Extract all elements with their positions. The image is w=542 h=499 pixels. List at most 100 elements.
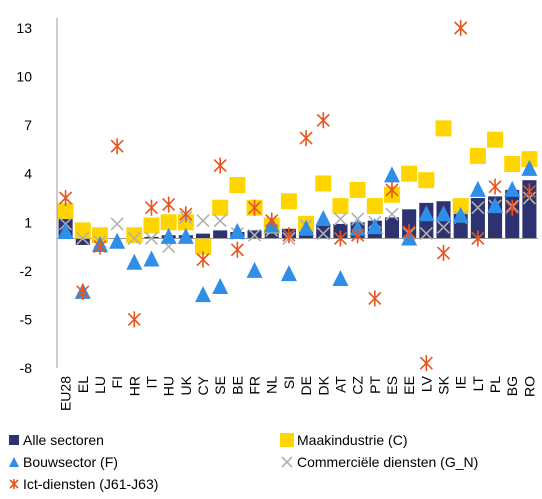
legend-label: Alle sectoren [23, 432, 104, 448]
x-tick-label: LT [470, 376, 486, 392]
marker-bouwsector [452, 206, 469, 223]
marker-bouwsector [418, 205, 435, 222]
x-tick-label: DE [298, 376, 314, 395]
y-axis: -8 -5 -2 1 4 7 10 13 [16, 18, 58, 376]
y-tick-label: -8 [20, 360, 33, 376]
x-tick-label: AT [332, 376, 348, 393]
marker-ict-diensten [230, 241, 244, 258]
marker-maakindustrie [366, 198, 383, 215]
marker-ict-diensten [419, 355, 433, 372]
legend-item-maakindustrie: Maakindustrie (C) [280, 432, 407, 448]
marker-ict-diensten [196, 251, 210, 268]
marker-maakindustrie [315, 175, 332, 192]
marker-maakindustrie [349, 181, 366, 198]
chart: -8 -5 -2 1 4 7 10 13 EU28 EL LU FI HR IT HU UK CY SE BE FR… [16, 18, 538, 411]
asterisk-icon [9, 479, 19, 489]
marker-maakindustrie [143, 217, 160, 234]
marker-bouwsector [57, 223, 74, 239]
x-tick-label: NL [264, 376, 280, 394]
marker-ict-diensten [282, 227, 296, 244]
marker-bouwsector [521, 159, 538, 176]
marker-ict-diensten [127, 311, 141, 328]
marker-maakindustrie [435, 120, 452, 137]
legend-item-bouwsector: Bouwsector (F) [8, 454, 118, 470]
marker-bouwsector [332, 269, 349, 286]
marker-bouwsector [435, 205, 452, 222]
marker-bouwsector [469, 180, 486, 197]
x-tick-label: PL [487, 376, 503, 393]
x-tick-label: SK [436, 375, 452, 394]
marker-maakindustrie [418, 172, 435, 189]
marker-ict-diensten [265, 212, 279, 229]
x-tick-label: LU [92, 376, 108, 394]
marker-commerciele-diensten [213, 214, 227, 228]
marker-ict-diensten [316, 112, 330, 129]
marker-bouwsector [504, 180, 521, 197]
marker-maakindustrie [401, 165, 418, 182]
marker-maakindustrie [332, 198, 349, 215]
marker-maakindustrie [280, 193, 297, 210]
marker-bouwsector [487, 197, 504, 214]
marker-ict-diensten [144, 199, 159, 216]
marker-commerciele-diensten [196, 214, 210, 228]
marker-ict-diensten [76, 283, 90, 300]
marker-bouwsector [177, 227, 194, 244]
legend-label: Bouwsector (F) [23, 454, 118, 470]
marker-ict-diensten [110, 138, 124, 155]
legend-item-ict-diensten: Ict-diensten (J61-J63) [8, 476, 158, 492]
marker-maakindustrie [212, 199, 229, 216]
x-tick-label: CY [195, 375, 211, 395]
marker-maakindustrie [504, 156, 521, 172]
marker-ict-diensten [522, 183, 536, 200]
marker-bouwsector [280, 265, 297, 282]
y-tick-label: 4 [24, 166, 32, 182]
marker-ict-diensten [436, 245, 451, 262]
x-tick-label: DK [315, 375, 331, 395]
x-tick-label: CZ [350, 376, 366, 395]
marker-commerciele-diensten [351, 212, 365, 226]
marker-bouwsector [315, 210, 332, 227]
marker-maakindustrie [160, 214, 177, 231]
legend-item-alle-sectoren: Alle sectoren [8, 432, 104, 448]
x-tick-label: BE [229, 376, 245, 395]
x-tick-label: EU28 [58, 376, 74, 411]
marker-commerciele-diensten [316, 227, 330, 241]
square-icon [280, 433, 294, 447]
marker-commerciele-diensten [333, 212, 348, 226]
marker-commerciele-diensten [247, 228, 262, 242]
marker-ict-diensten [247, 199, 262, 216]
marker-bouwsector [160, 227, 177, 244]
marker-ict-diensten [179, 206, 193, 223]
marker-commerciele-diensten [419, 227, 433, 241]
bar-alle-sectoren [195, 233, 211, 239]
y-tick-label: 1 [24, 214, 32, 230]
marker-commerciele-diensten [144, 231, 159, 246]
x-tick-label: SE [212, 376, 228, 395]
x-tick-label: IT [143, 376, 159, 389]
x-tick-label: LV [418, 375, 434, 392]
x-icon [281, 456, 293, 468]
marker-maakindustrie [195, 238, 212, 255]
x-tick-label: PT [367, 376, 383, 394]
x-tick-label: UK [178, 375, 194, 395]
marker-maakindustrie [229, 177, 246, 194]
x-tick-label: FR [247, 376, 263, 395]
marker-maakindustrie [487, 131, 504, 148]
marker-commerciele-diensten [110, 217, 124, 231]
marker-maakindustrie [521, 151, 538, 168]
square-icon [9, 435, 19, 445]
marker-commerciele-diensten [76, 231, 90, 246]
marker-maakindustrie [452, 198, 469, 215]
legend-label: Ict-diensten (J61-J63) [23, 476, 159, 492]
marker-ict-diensten [385, 181, 399, 198]
marker-ict-diensten [368, 290, 382, 307]
x-tick-label: HU [161, 376, 177, 396]
marker-ict-diensten [93, 238, 107, 255]
y-tick-label: 10 [16, 69, 32, 85]
marker-maakindustrie [57, 202, 74, 219]
marker-commerciele-diensten [385, 207, 399, 221]
marker-ict-diensten [402, 224, 416, 240]
marker-ict-diensten [454, 20, 468, 36]
bar-alle-sectoren [316, 225, 331, 239]
y-tick-label: 13 [16, 20, 32, 36]
